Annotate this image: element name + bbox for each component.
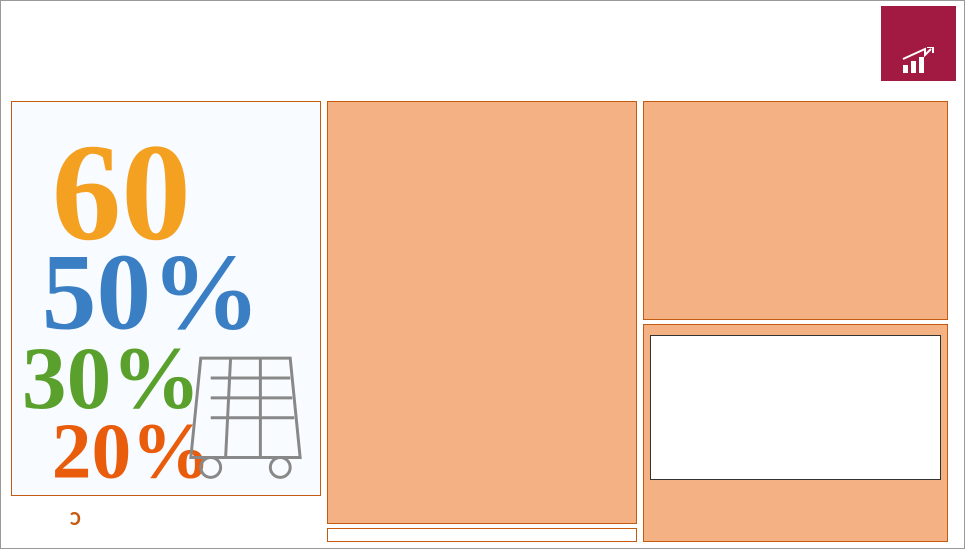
chart-ccaa	[327, 101, 637, 524]
chart-groups	[643, 101, 948, 320]
logo: C	[11, 496, 321, 542]
header	[1, 1, 964, 15]
sdg-badge	[881, 6, 956, 81]
svg-text:20%: 20%	[52, 407, 211, 495]
decorative-image: 60 50% 30% 20%	[11, 101, 321, 496]
growth-icon	[901, 47, 937, 75]
chart-timeline	[643, 324, 948, 543]
summary-text	[327, 528, 637, 542]
